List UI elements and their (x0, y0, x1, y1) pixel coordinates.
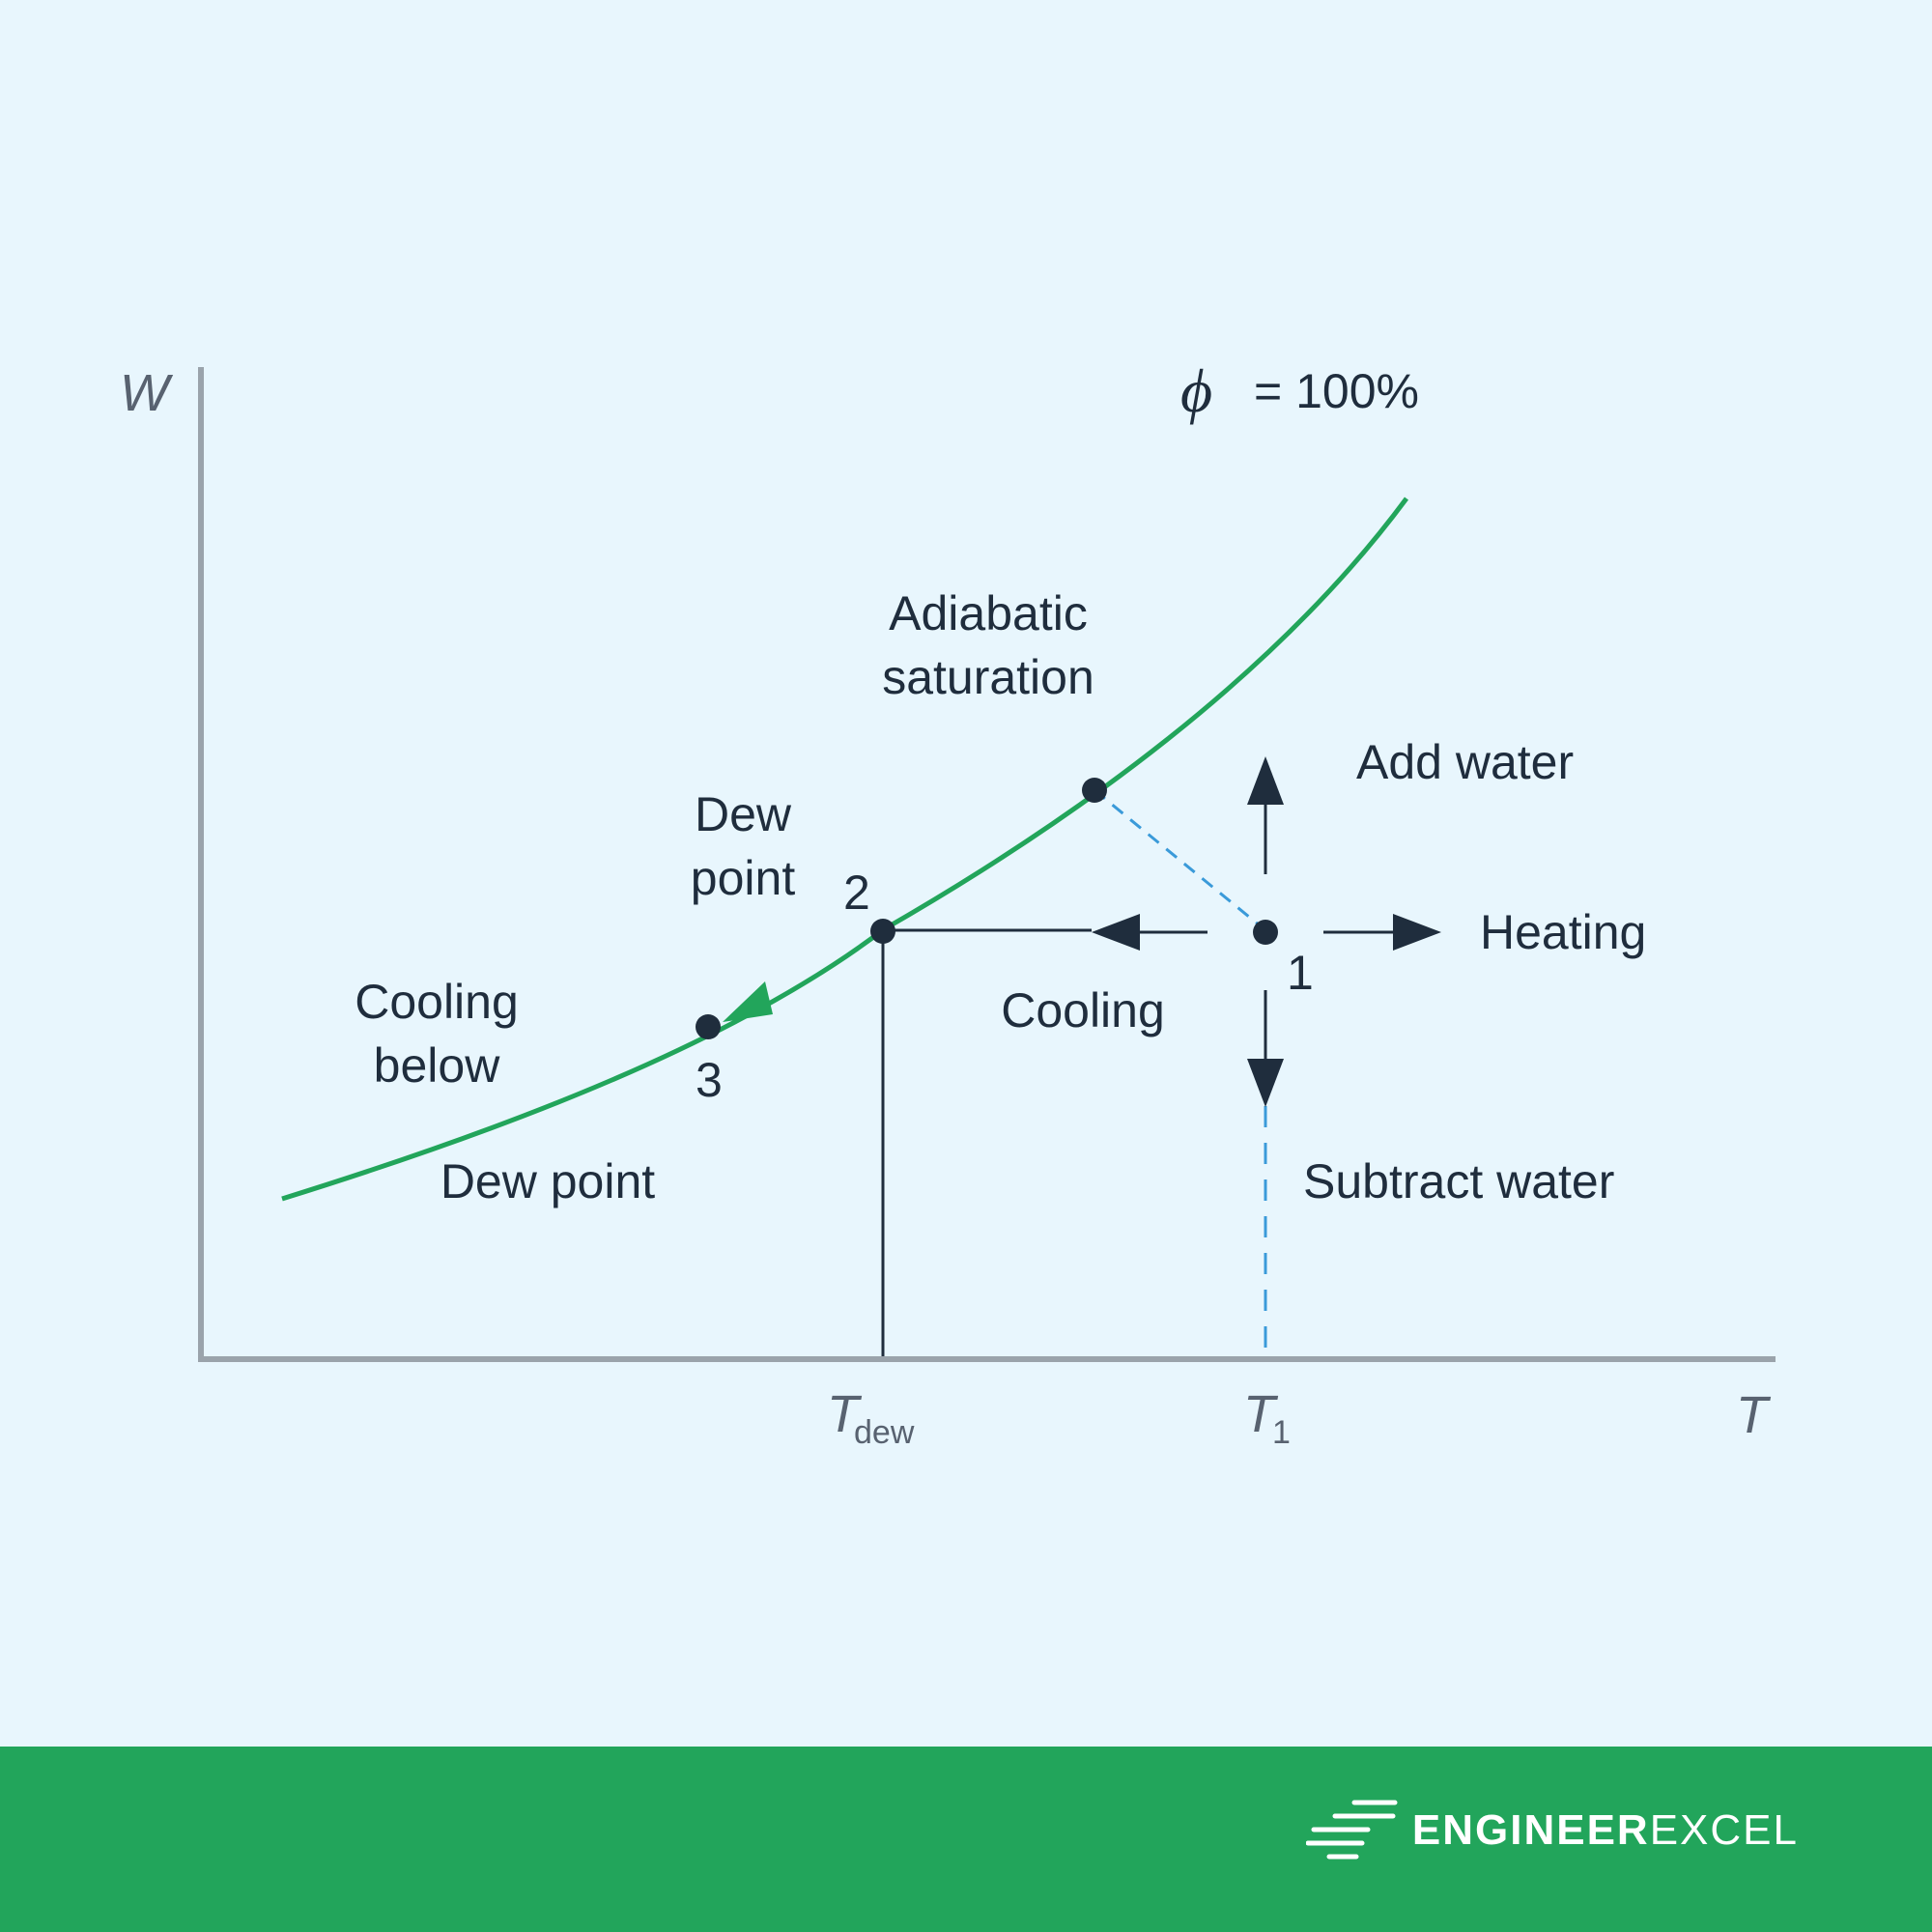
curve-direction-arrow (723, 981, 773, 1022)
point-2-label: 2 (843, 866, 870, 920)
footer-bar: ENGINEEREXCEL (0, 1747, 1932, 1932)
y-axis-label: W (120, 364, 174, 422)
adiabatic-saturation-dashed-line (1094, 788, 1266, 932)
subtract-water-arrow (1247, 990, 1284, 1107)
phi-value: = 100% (1254, 364, 1419, 418)
tick-t1-sub: 1 (1272, 1414, 1291, 1451)
brand-name: ENGINEEREXCEL (1412, 1806, 1799, 1855)
tick-t1-main: T (1243, 1385, 1279, 1443)
adiabatic-saturation-marker (1082, 778, 1107, 803)
point-1-marker (1253, 920, 1278, 945)
cooling-below-label-line2: below (374, 1038, 501, 1093)
tick-tdew-main: T (827, 1385, 863, 1443)
psychrometric-diagram: W T T dew T 1 ϕ = 100% 1 2 3 (120, 356, 1776, 1451)
phi-symbol: ϕ (1180, 356, 1212, 425)
cooling-label: Cooling (1001, 983, 1165, 1037)
point-1-label: 1 (1287, 946, 1314, 1000)
tick-tdew-sub: dew (854, 1414, 915, 1451)
dew-point-label-line1: Dew (695, 787, 792, 841)
dew-point-label-line2: point (691, 851, 796, 905)
add-water-arrow (1247, 756, 1284, 874)
dew-point-region-label: Dew point (440, 1154, 655, 1208)
point-2-marker (870, 919, 895, 944)
speed-lines-icon (1305, 1800, 1398, 1860)
brand-part2: EXCEL (1649, 1806, 1799, 1854)
saturation-curve (281, 497, 1409, 1202)
subtract-water-label: Subtract water (1303, 1154, 1614, 1208)
cooling-below-label-line1: Cooling (355, 975, 519, 1029)
add-water-label: Add water (1356, 735, 1574, 789)
engineerexcel-logo[interactable]: ENGINEEREXCEL (1305, 1797, 1799, 1864)
cooling-arrow (1092, 914, 1208, 951)
tick-t1: T 1 (1243, 1385, 1291, 1451)
heating-label: Heating (1480, 905, 1646, 959)
brand-part1: ENGINEER (1411, 1806, 1650, 1854)
x-axis-label: T (1736, 1386, 1772, 1444)
point-3-label: 3 (696, 1053, 723, 1107)
adiabatic-saturation-label-line2: saturation (882, 650, 1094, 704)
tick-tdew: T dew (827, 1385, 915, 1451)
heating-arrow (1323, 914, 1441, 951)
adiabatic-saturation-label-line1: Adiabatic (889, 586, 1088, 640)
point-3-marker (696, 1014, 721, 1039)
